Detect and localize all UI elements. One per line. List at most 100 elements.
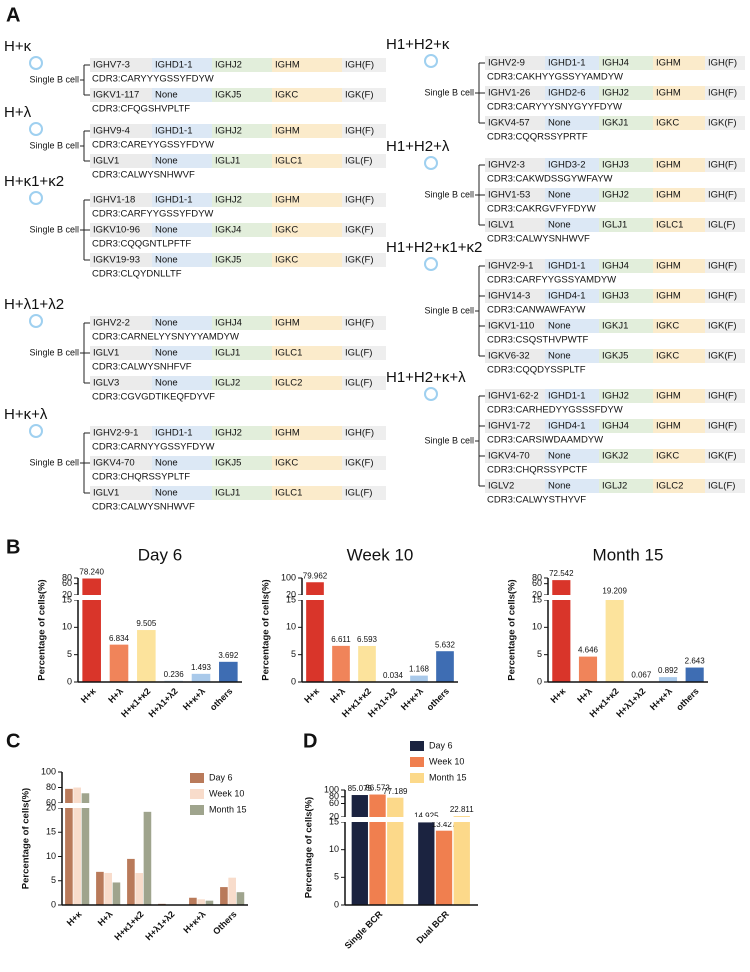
segment-box [212,124,272,138]
panel-label: C [6,730,20,752]
value-label: 6.611 [331,635,351,644]
cell-icon [424,156,438,170]
chart-title: Day 6 [138,545,182,564]
y-axis-title: Percentage of cells(%) [261,579,272,680]
segment-box [599,419,653,433]
bar [578,656,598,682]
value-label: 85.075 [348,784,373,793]
segment-label: IGH(F) [345,126,374,137]
segment-box [342,154,386,168]
segment-label: None [548,321,571,332]
segment-box [705,218,745,232]
cdr3: CDR3:CGVGDTIKEQFDYVF [92,392,215,403]
cdr3: CDR3:CARNELYYSNYYYAMDYW [92,332,239,343]
segment-box [342,426,386,440]
segment-box [152,486,212,500]
cdr3: CDR3:CANWAWFAYW [487,305,585,316]
segment-box [272,426,342,440]
y-tick-label: 80 [329,791,339,801]
segment-box [272,486,342,500]
y-tick-label: 10 [532,622,542,632]
segment-box [599,479,653,493]
bar [658,677,678,682]
segment-label: IGHM [656,88,681,99]
segment-label: IGHD2-6 [548,88,585,99]
segment-box [653,158,705,172]
segment-label: IGH(F) [708,421,737,432]
bar [81,793,90,905]
segment-label: IGHM [656,391,681,402]
segment-box [342,193,386,207]
segment-label: IGLV1 [93,348,119,359]
y-tick-label: 100 [41,766,56,776]
y-tick-label: 5 [334,872,339,882]
value-label: 5.632 [435,640,456,649]
cell-label: Single B cell [424,87,474,97]
segment-box [212,253,272,267]
group-title: H1+H2+λ [386,138,450,155]
segment-label: IGH(F) [345,60,374,71]
value-label: 0.236 [164,670,185,679]
segment-box [705,86,745,100]
segment-label: IGK(F) [708,321,737,332]
segment-label: IGHM [275,126,300,137]
segment-label: IGHV2-9-1 [93,428,138,439]
legend-swatch [410,773,424,783]
segment-box [485,259,545,273]
segment-box [485,218,545,232]
segment-label: IGKV4-70 [488,451,530,462]
axis-break [339,817,480,822]
legend-label: Month 15 [429,772,467,782]
segment-label: IGHV1-26 [488,88,530,99]
cdr3: CDR3:CSQSTHVPWTF [487,335,589,346]
segment-label: IGKJ1 [602,118,628,129]
segment-box [485,56,545,70]
value-label: 1.493 [191,663,212,672]
y-tick-label: 15 [62,594,72,604]
segment-label: IGKV1-110 [488,321,534,332]
segment-label: IGHD1-1 [155,60,192,71]
segment-box [705,449,745,463]
group-title: H+κ1+κ2 [4,173,64,190]
segment-box [485,349,545,363]
segment-label: IGH(F) [345,195,374,206]
segment-box [152,253,212,267]
segment-box [599,56,653,70]
segment-box [705,319,745,333]
segment-box [599,449,653,463]
cdr3: CDR3:CAKHYYGSSYYAMDYW [487,72,623,83]
segment-label: IGHJ4 [215,318,242,329]
y-axis-title: Percentage of cells(%) [507,579,518,680]
segment-label: IGHJ3 [602,160,629,171]
cdr3: CDR3:CARFYYGSSYAMDYW [487,275,616,286]
segment-box [152,223,212,237]
segment-label: IGKC [275,458,298,469]
cell-icon [424,257,438,271]
segment-box [212,486,272,500]
segment-label: None [155,318,178,329]
segment-box [272,58,342,72]
segment-label: None [155,156,178,167]
bar [685,667,704,682]
cdr3: CDR3:CFQGSHVPLTF [92,104,190,115]
segment-label: None [155,488,178,499]
segment-label: IGKV4-70 [93,458,135,469]
segment-box [212,154,272,168]
segment-label: IGHJ2 [215,195,242,206]
segment-label: IGLV3 [93,378,119,389]
segment-box [485,86,545,100]
segment-box [653,218,705,232]
bar [453,816,470,905]
segment-label: IGK(F) [708,451,737,462]
segment-label: IGKJ5 [215,458,241,469]
segment-box [272,316,342,330]
segment-box [545,116,599,130]
axis-break [542,595,710,600]
segment-box [152,88,212,102]
segment-label: IGHM [275,195,300,206]
segment-box [90,223,152,237]
segment-box [90,88,152,102]
value-label: 1.168 [409,665,430,674]
cdr3: CDR3:CALWYSNHWVF [92,502,195,513]
y-tick-label: 20 [46,802,56,812]
